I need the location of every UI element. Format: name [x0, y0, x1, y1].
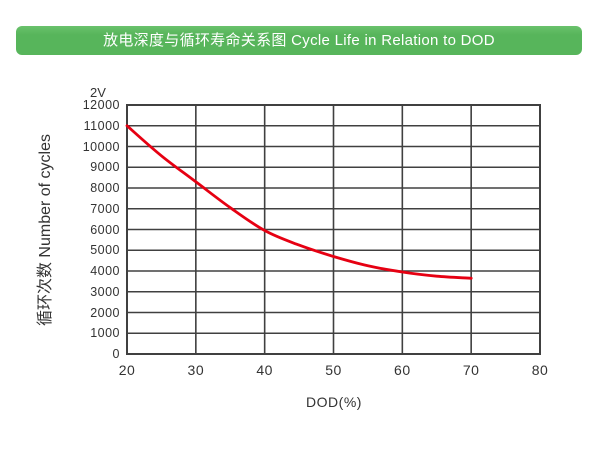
x-tick-label: 50 — [325, 362, 342, 378]
y-tick-label: 1000 — [90, 326, 120, 341]
y-tick-label: 5000 — [90, 243, 120, 258]
y-tick-label: 10000 — [82, 139, 120, 154]
cycle-life-curve — [125, 124, 473, 280]
x-tick-label: 70 — [462, 362, 480, 378]
y-tick-label: 12000 — [82, 98, 120, 112]
x-axis-title: DOD(%) — [306, 394, 362, 410]
plot-grid — [127, 105, 540, 354]
y-tick-label: 6000 — [90, 222, 120, 237]
y-axis-title: 循环次数 Number of cycles — [37, 133, 54, 327]
chart-title-banner: 放电深度与循环寿命关系图 Cycle Life in Relation to D… — [16, 26, 582, 55]
y-tick-label: 3000 — [90, 284, 120, 299]
x-tick-label: 40 — [256, 362, 273, 378]
y-tick-label: 9000 — [90, 160, 120, 175]
y-tick-label: 11000 — [83, 118, 120, 133]
y-tick-label: 0 — [112, 347, 120, 361]
x-tick-label: 80 — [531, 362, 549, 378]
y-tick-label: 2000 — [90, 305, 120, 320]
x-tick-label: 20 — [118, 362, 136, 378]
y-tick-label: 7000 — [90, 201, 120, 216]
x-tick-label: 60 — [394, 362, 411, 378]
plot-border — [126, 104, 541, 355]
y-tick-label: 4000 — [90, 264, 120, 278]
series-voltage-label: 2V — [90, 85, 106, 100]
y-tick-label: 8000 — [90, 181, 120, 195]
x-tick-label: 30 — [187, 362, 205, 378]
